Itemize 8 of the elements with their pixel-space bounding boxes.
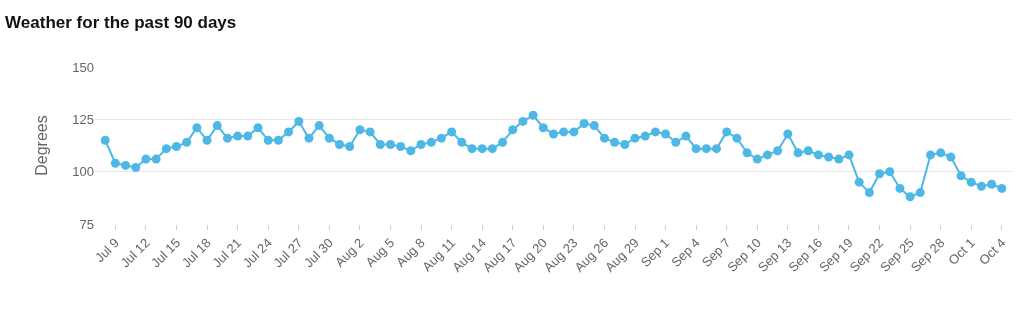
y-tick-label: 75 [79,216,94,232]
x-tick-label: Oct 4 [975,235,1009,268]
x-tick-label: Oct 1 [945,235,978,268]
y-tick-label: 100 [72,164,94,180]
y-tick-label: 150 [72,59,94,75]
y-axis-title: Degrees [33,115,51,176]
y-tick-label: 125 [72,111,94,127]
chart-title: Weather for the past 90 days [5,12,237,32]
